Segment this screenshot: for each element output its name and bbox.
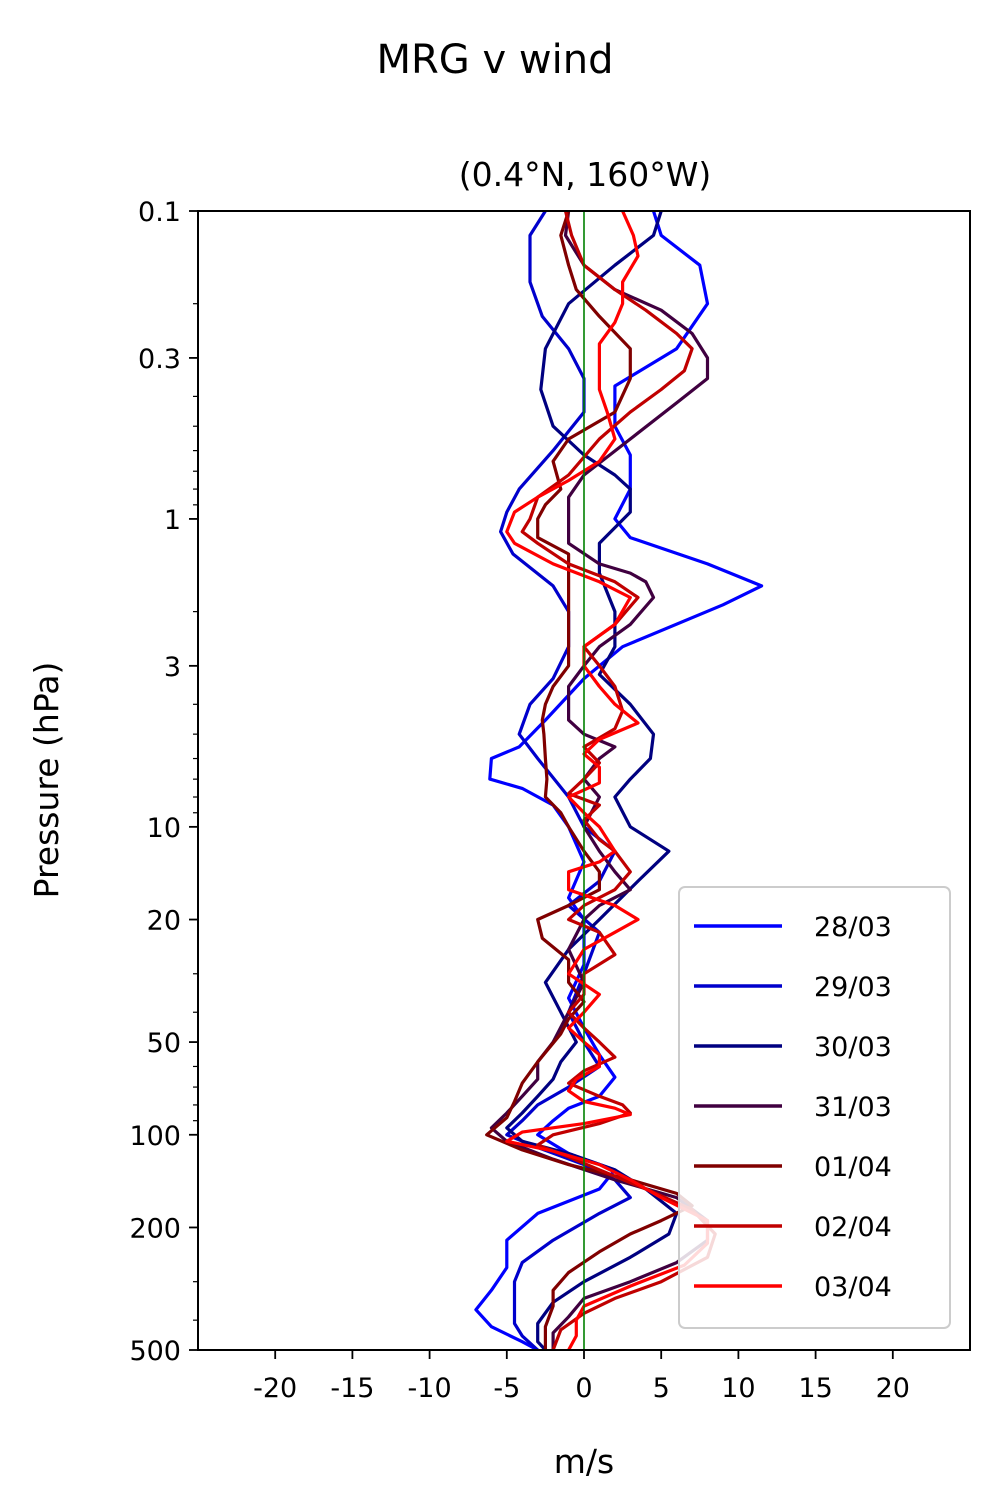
series-line-6 xyxy=(505,211,710,1350)
y-tick-label: 3 xyxy=(164,652,181,683)
x-tick-label: -10 xyxy=(408,1373,452,1404)
x-tick-label: -5 xyxy=(493,1373,520,1404)
y-tick-label: 1 xyxy=(164,505,181,536)
y-tick-label: 0.3 xyxy=(138,344,181,375)
legend-label-0: 28/03 xyxy=(814,912,892,943)
series-line-0 xyxy=(474,211,764,1350)
legend-label-6: 03/04 xyxy=(814,1272,892,1303)
axes-title: (0.4°N, 160°W) xyxy=(459,155,712,194)
legend-label-3: 31/03 xyxy=(814,1092,892,1123)
legend-label-1: 29/03 xyxy=(814,972,892,1003)
series-line-4 xyxy=(485,211,694,1350)
series-line-2 xyxy=(505,211,679,1350)
legend-label-5: 02/04 xyxy=(814,1212,892,1243)
y-tick-label: 50 xyxy=(147,1028,181,1059)
x-axis-label: m/s xyxy=(554,1442,614,1481)
legend-label-4: 01/04 xyxy=(814,1152,892,1183)
legend-box xyxy=(678,886,951,1329)
x-tick-label: -20 xyxy=(253,1373,297,1404)
y-axis-label: Pressure (hPa) xyxy=(27,662,66,899)
y-tick-label: 200 xyxy=(129,1213,181,1244)
x-tick-label: 5 xyxy=(653,1373,670,1404)
y-tick-label: 500 xyxy=(129,1336,181,1367)
y-tick-label: 0.1 xyxy=(138,197,181,228)
y-tick-label: 10 xyxy=(147,813,181,844)
x-axis: -20 -15 -10 -5 0 5 10 15 20 xyxy=(253,1350,910,1404)
y-tick-label: 100 xyxy=(129,1121,181,1152)
x-tick-label: 0 xyxy=(575,1373,592,1404)
y-axis: 0.1 0.3 1 3 10 20 50 100 200 500 xyxy=(129,197,198,1367)
x-tick-label: -15 xyxy=(330,1373,374,1404)
legend-label-2: 30/03 xyxy=(814,1032,892,1063)
x-tick-label: 20 xyxy=(876,1373,910,1404)
legend: 28/03 29/03 30/03 31/03 01/04 02/04 03/04 xyxy=(678,886,951,1329)
y-tick-label: 20 xyxy=(147,906,181,937)
x-tick-label: 10 xyxy=(721,1373,755,1404)
x-tick-label: 15 xyxy=(798,1373,832,1404)
figure-title: MRG v wind xyxy=(377,37,614,83)
